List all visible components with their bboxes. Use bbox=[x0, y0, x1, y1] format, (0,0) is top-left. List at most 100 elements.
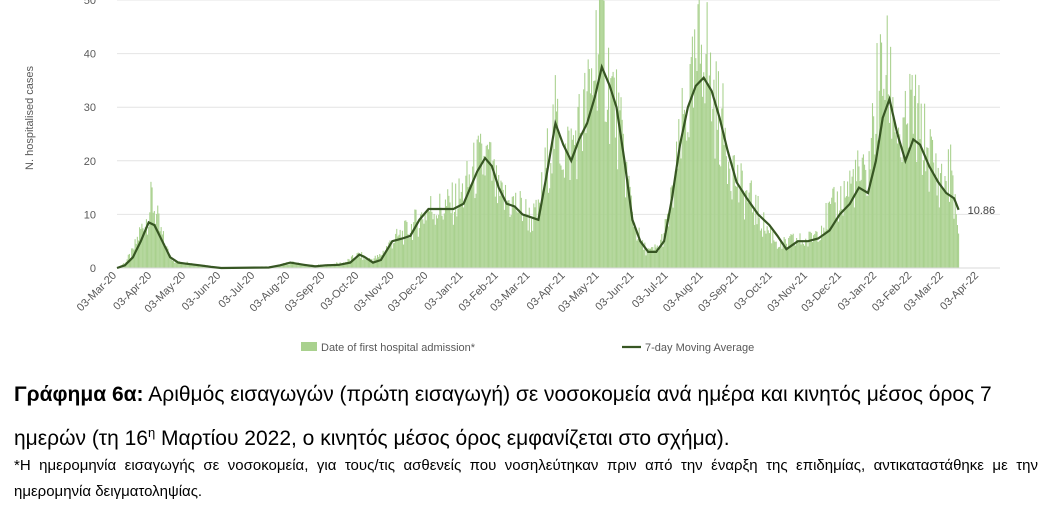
admission-bar bbox=[518, 209, 520, 268]
admission-bar bbox=[288, 264, 290, 268]
admission-bar bbox=[370, 259, 372, 268]
admission-bar bbox=[161, 234, 163, 268]
admission-bar bbox=[587, 59, 589, 269]
admission-bar bbox=[199, 265, 201, 268]
hospital-admissions-chart: 0 10 20 30 40 50 03-Mar-2003-Apr-2003-May-200… bbox=[24, 0, 1000, 354]
caption-text: Αριθμός εισαγωγών (πρώτη εισαγωγή) σε νο… bbox=[14, 383, 992, 450]
admission-bar bbox=[567, 126, 569, 268]
admission-bar bbox=[694, 29, 696, 269]
admission-bar bbox=[688, 137, 690, 268]
admission-bar bbox=[372, 261, 374, 268]
caption-label: Γράφημα 6α: bbox=[14, 383, 144, 406]
caption-footnote: *Η ημερομηνία εισαγωγής σε νοσοκομεία, γ… bbox=[14, 457, 1038, 500]
admission-bar bbox=[191, 263, 193, 268]
admission-bar bbox=[890, 46, 892, 269]
admission-bar bbox=[463, 207, 465, 268]
admission-bar bbox=[867, 195, 869, 268]
admission-bar bbox=[755, 194, 757, 268]
admission-bar bbox=[811, 242, 813, 268]
admission-bar bbox=[617, 169, 619, 268]
admission-bar bbox=[478, 142, 480, 268]
admission-bar bbox=[762, 236, 764, 268]
admission-bar bbox=[442, 219, 444, 268]
admission-bar bbox=[832, 188, 834, 268]
admission-bar bbox=[439, 193, 441, 268]
admission-bar bbox=[664, 219, 666, 268]
admission-bar bbox=[330, 265, 332, 268]
admission-bar bbox=[738, 202, 740, 268]
admission-bar bbox=[823, 227, 825, 268]
admission-bar bbox=[917, 103, 919, 269]
admission-bar bbox=[511, 196, 513, 268]
x-tick-label: 03-Mar-20 bbox=[75, 270, 119, 314]
admission-bar bbox=[763, 212, 765, 268]
admission-bar bbox=[782, 242, 784, 268]
admission-bar bbox=[550, 163, 552, 268]
admission-bar bbox=[717, 71, 719, 268]
admission-bar bbox=[284, 263, 286, 268]
admission-bar bbox=[822, 236, 824, 268]
admission-bar bbox=[407, 234, 409, 268]
admission-bar bbox=[681, 87, 683, 268]
admission-bar bbox=[753, 210, 755, 268]
y-tick-label: 0 bbox=[90, 263, 96, 275]
admission-bar bbox=[282, 263, 285, 268]
admission-bar bbox=[707, 83, 709, 268]
admission-bar bbox=[866, 195, 868, 268]
admission-bar bbox=[432, 219, 434, 268]
admission-bar bbox=[552, 104, 554, 268]
admission-bar bbox=[801, 241, 803, 268]
admission-bar bbox=[366, 260, 368, 268]
admission-bar bbox=[133, 249, 135, 268]
admission-bar bbox=[819, 240, 821, 268]
admission-bar bbox=[148, 227, 150, 268]
admission-bar bbox=[652, 247, 654, 268]
admission-bar bbox=[716, 129, 718, 268]
admission-bar bbox=[468, 174, 470, 268]
admission-bar bbox=[708, 75, 710, 268]
admission-bar bbox=[870, 137, 872, 268]
admission-bar bbox=[541, 172, 543, 268]
admission-bar bbox=[537, 199, 539, 268]
x-tick-label: 03-Apr-22 bbox=[938, 270, 981, 313]
admission-bar bbox=[308, 266, 311, 268]
admission-bar bbox=[545, 168, 547, 268]
admission-bar bbox=[160, 227, 162, 268]
admission-bar bbox=[589, 93, 591, 269]
admission-bar bbox=[807, 246, 809, 268]
admission-bar bbox=[503, 209, 505, 268]
admission-bar bbox=[771, 243, 773, 268]
admission-bar bbox=[546, 128, 548, 268]
admission-bar bbox=[884, 99, 886, 268]
admission-bar bbox=[794, 245, 797, 268]
admission-bar bbox=[338, 264, 340, 268]
admission-bar bbox=[354, 258, 356, 268]
admission-bar bbox=[382, 250, 384, 268]
admission-bar bbox=[375, 258, 377, 268]
admission-bar bbox=[888, 122, 891, 268]
admission-bar bbox=[913, 95, 915, 269]
admission-bar bbox=[920, 103, 922, 268]
admission-bar bbox=[775, 241, 777, 268]
admission-bar bbox=[359, 257, 362, 268]
admission-bar bbox=[703, 72, 705, 268]
admission-bar bbox=[879, 34, 881, 268]
admission-bar bbox=[689, 64, 691, 268]
admission-bar bbox=[560, 165, 562, 268]
admission-bar bbox=[578, 94, 580, 268]
admission-bar bbox=[768, 233, 770, 268]
admission-bar bbox=[145, 219, 147, 268]
admission-bar bbox=[358, 253, 360, 268]
admission-bar bbox=[630, 195, 632, 268]
admission-bar bbox=[156, 213, 158, 268]
admission-bar bbox=[543, 185, 545, 268]
admission-bar bbox=[939, 173, 941, 268]
admission-bar bbox=[706, 2, 708, 268]
admission-bar bbox=[548, 192, 550, 268]
admission-bar bbox=[791, 235, 793, 268]
admission-bar bbox=[572, 135, 574, 268]
admission-bar bbox=[557, 98, 559, 269]
admission-bar bbox=[555, 111, 558, 268]
admission-bar bbox=[542, 191, 544, 268]
admission-bar bbox=[380, 255, 382, 268]
